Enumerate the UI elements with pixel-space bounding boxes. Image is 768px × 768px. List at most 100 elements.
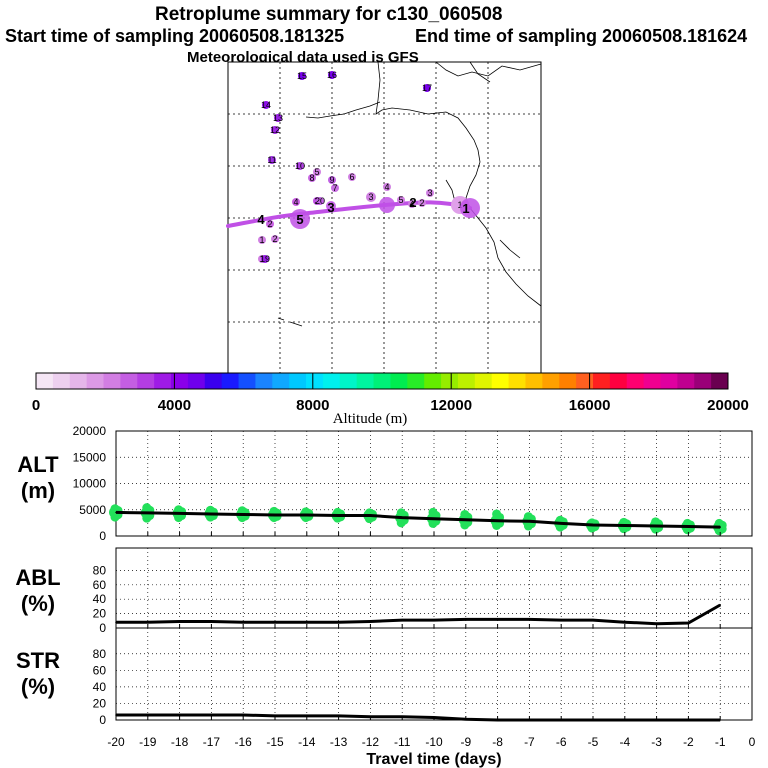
- map-marker: [331, 184, 339, 192]
- colorbar-cell: [137, 373, 155, 389]
- y-tick-label: 40: [93, 592, 107, 606]
- series-point: [147, 621, 149, 624]
- series-point: [369, 620, 372, 623]
- colorbar-cell: [457, 373, 476, 389]
- map-marker-label: 17: [422, 83, 432, 93]
- y-tick-label: 0: [99, 713, 106, 727]
- track-node: [290, 209, 310, 229]
- y-tick-label: 0: [99, 621, 106, 635]
- y-axis-unit: (m): [21, 478, 55, 503]
- panel-frame: [115, 627, 753, 721]
- colorbar-cell: [576, 373, 594, 389]
- map-marker-label: 2: [272, 234, 277, 244]
- x-tick-label: -3: [651, 735, 662, 749]
- colorbar-tick-label: 8000: [296, 397, 329, 414]
- track-label: 3: [327, 200, 334, 215]
- colorbar-cell: [474, 373, 493, 389]
- series-point: [560, 522, 562, 525]
- y-tick-label: 80: [93, 563, 107, 577]
- map-marker: [308, 174, 316, 182]
- colorbar-cell: [187, 373, 206, 389]
- colorbar-cell: [694, 373, 712, 389]
- x-tick-label: -1: [715, 735, 726, 749]
- colorbar-cell: [120, 373, 138, 389]
- y-axis-title: ALT: [17, 452, 59, 477]
- series-point: [496, 519, 499, 522]
- map-marker-label: 16: [327, 70, 337, 80]
- series-point: [496, 618, 499, 621]
- map-marker: [313, 168, 321, 176]
- series-point: [337, 621, 340, 624]
- series-point: [115, 621, 117, 624]
- x-tick-label: -19: [139, 735, 157, 749]
- x-tick-label: -12: [362, 735, 380, 749]
- x-tick-label: -18: [171, 735, 189, 749]
- timeseries-panels: 20000150001000050000ALT(m)806040200ABL(%…: [15, 424, 755, 768]
- map-marker-label: 15: [297, 71, 307, 81]
- series-point: [274, 514, 276, 516]
- y-tick-label: 15000: [73, 450, 107, 464]
- colorbar-cell: [390, 373, 408, 389]
- x-tick-label: -6: [556, 735, 567, 749]
- series-point: [306, 514, 308, 516]
- series-point: [528, 618, 531, 621]
- y-axis-title: STR: [16, 648, 60, 673]
- map-marker: [418, 199, 426, 207]
- colorbar-cell: [36, 373, 54, 389]
- colorbar-cell: [424, 373, 442, 389]
- alt-scatter-point: [460, 520, 470, 530]
- series-point: [147, 512, 149, 514]
- track-node: [326, 201, 336, 211]
- map-marker-label: 6: [349, 172, 354, 182]
- series-point: [401, 619, 404, 621]
- alt-scatter-point: [110, 512, 120, 522]
- colorbar-cell: [272, 373, 290, 389]
- colorbar-cell: [52, 373, 71, 389]
- x-tick-label: 0: [749, 735, 756, 749]
- x-tick-label: -13: [330, 735, 348, 749]
- colorbar-cell: [660, 373, 678, 389]
- title-start-time: Start time of sampling 20060508.181325: [5, 26, 344, 46]
- x-tick-label: -20: [107, 735, 125, 749]
- map-marker: [408, 200, 416, 208]
- series-point: [210, 714, 213, 716]
- colorbar-tick-label: 12000: [430, 397, 472, 414]
- colorbar-cell: [508, 373, 526, 389]
- series-point: [115, 714, 117, 716]
- y-tick-label: 20: [93, 696, 107, 710]
- colorbar-tick-label: 20000: [707, 397, 749, 414]
- colorbar-cell: [559, 373, 577, 389]
- series-point: [242, 621, 244, 624]
- x-axis-title: Travel time (days): [366, 751, 501, 768]
- map-marker-label: 12: [270, 125, 280, 135]
- series-point: [433, 517, 435, 520]
- series-point: [115, 511, 117, 514]
- y-axis-unit: (%): [21, 591, 55, 616]
- track-label: 2: [409, 195, 416, 210]
- colorbar-cell: [491, 373, 510, 389]
- colorbar-cell: [356, 373, 375, 389]
- series-point: [337, 514, 340, 517]
- colorbar-cell: [626, 373, 645, 389]
- map-marker: [268, 156, 276, 164]
- colorbar-cell: [154, 373, 172, 389]
- y-tick-label: 60: [93, 663, 107, 677]
- track-node: [460, 198, 480, 218]
- map-marker: [292, 198, 300, 206]
- map-marker-label: 13: [273, 113, 283, 123]
- panel-alt: 20000 15000 10000 5000 0 ALT(m): [17, 424, 753, 543]
- colorbar-cell: [204, 373, 223, 389]
- series-point: [210, 620, 213, 623]
- map-marker: [262, 101, 270, 109]
- series-point: [242, 513, 244, 516]
- colorbar-cell: [711, 373, 729, 389]
- x-tick-label: -5: [588, 735, 599, 749]
- colorbar-cell: [592, 373, 611, 389]
- map-marker: [296, 162, 304, 170]
- x-tick-label: -16: [235, 735, 253, 749]
- colorbar-cell: [69, 373, 88, 389]
- series-point: [465, 518, 467, 521]
- map-marker-label: 4: [384, 182, 389, 192]
- map-marker-label: 5: [314, 167, 319, 177]
- colorbar-cell: [103, 373, 121, 389]
